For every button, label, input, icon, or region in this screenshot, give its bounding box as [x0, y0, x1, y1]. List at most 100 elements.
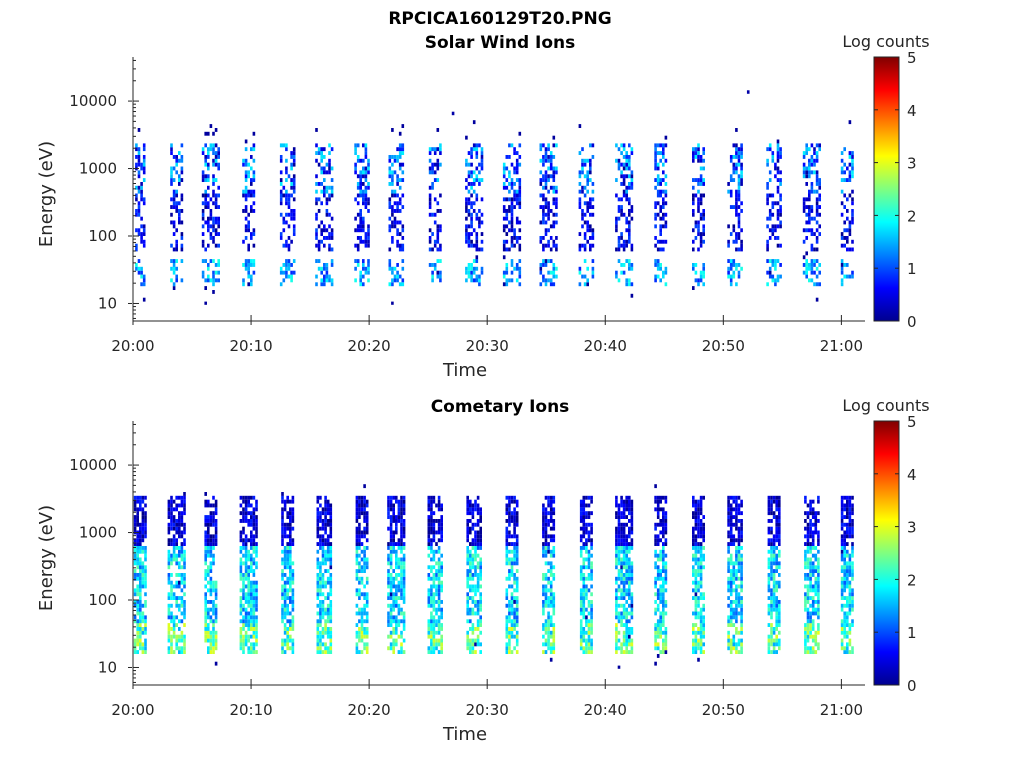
heatmap-cell: [170, 542, 173, 546]
heatmap-cell: [170, 259, 173, 263]
heatmap-cell: [585, 538, 588, 543]
heatmap-cell: [771, 201, 775, 206]
heatmap-cell: [247, 243, 250, 248]
heatmap-cell: [840, 170, 844, 175]
heatmap-cell: [815, 151, 819, 155]
heatmap-cell: [590, 615, 593, 620]
heatmap-cell: [615, 274, 618, 279]
heatmap-cell: [549, 588, 553, 593]
heatmap-cell: [319, 573, 322, 577]
heatmap-cell: [217, 147, 220, 152]
heatmap-cell: [472, 266, 476, 271]
heatmap-cell: [321, 634, 325, 639]
heatmap-cell: [326, 499, 330, 504]
heatmap-cell: [141, 538, 145, 543]
heatmap-cell: [285, 178, 288, 182]
heatmap-cell: [207, 650, 210, 654]
heatmap-cell: [654, 607, 657, 612]
heatmap-cell: [544, 592, 548, 597]
heatmap-cell: [587, 530, 591, 535]
heatmap-cell: [654, 634, 657, 639]
heatmap-cell: [242, 526, 245, 531]
heatmap-cell: [283, 623, 287, 627]
heatmap-cell: [175, 580, 178, 585]
heatmap-cell: [737, 511, 741, 516]
heatmap-cell: [172, 193, 176, 198]
heatmap-cell: [180, 209, 184, 213]
heatmap-cell: [392, 638, 395, 643]
heatmap-cell: [172, 178, 176, 182]
heatmap-cell: [281, 534, 284, 539]
heatmap-cell: [625, 627, 628, 631]
heatmap-cell: [180, 178, 184, 182]
heatmap-cell: [365, 522, 369, 527]
heatmap-cell: [135, 212, 138, 217]
heatmap-cell: [544, 576, 548, 581]
heatmap-cell: [620, 549, 623, 554]
heatmap-cell: [214, 278, 218, 283]
heatmap-cell: [579, 546, 583, 550]
heatmap-cell: [167, 592, 171, 597]
heatmap-cell: [283, 499, 287, 504]
heatmap-cell: [178, 212, 181, 217]
heatmap-cell: [255, 615, 258, 620]
heatmap-cell: [286, 565, 289, 570]
heatmap-cell: [136, 607, 139, 612]
heatmap-cell: [702, 634, 705, 639]
heatmap-cell: [510, 592, 514, 597]
heatmap-cell: [144, 557, 147, 562]
heatmap-cell: [615, 557, 618, 562]
heatmap-cell: [699, 174, 703, 179]
heatmap-cell: [615, 630, 618, 635]
heatmap-cell: [510, 565, 514, 570]
heatmap-cell: [328, 143, 331, 148]
heatmap-cell: [204, 619, 207, 624]
heatmap-cell: [470, 182, 473, 186]
heatmap-cell: [359, 209, 362, 213]
heatmap-cell: [252, 170, 256, 175]
heatmap-cell: [279, 178, 283, 182]
heatmap-cell: [291, 619, 295, 624]
heatmap-cell: [316, 565, 320, 570]
heatmap-cell: [326, 615, 330, 620]
heatmap-cell: [204, 205, 207, 209]
heatmap-cell: [471, 638, 475, 643]
heatmap-cell: [692, 642, 695, 647]
heatmap-cell: [544, 205, 548, 209]
heatmap-cell: [281, 511, 284, 516]
heatmap-cell: [255, 619, 258, 624]
heatmap-cell: [697, 588, 700, 593]
heatmap-cell: [214, 143, 218, 148]
heatmap-cell: [508, 511, 511, 516]
heatmap-cell: [217, 155, 220, 159]
heatmap-cell: [625, 174, 628, 179]
heatmap-cell: [365, 592, 369, 597]
heatmap-cell: [432, 650, 436, 654]
heatmap-cell: [620, 592, 623, 597]
heatmap-cell: [547, 596, 550, 600]
heatmap-cell: [244, 507, 248, 512]
heatmap-cell: [175, 278, 178, 283]
heatmap-cell: [544, 507, 548, 512]
heatmap-cell: [805, 270, 808, 275]
heatmap-cell: [465, 216, 468, 221]
heatmap-cell: [320, 239, 323, 244]
heatmap-cell: [396, 232, 399, 236]
heatmap-cell: [813, 216, 816, 221]
heatmap-cell: [697, 542, 700, 546]
heatmap-cell: [659, 507, 662, 512]
heatmap-cell: [549, 534, 553, 539]
heatmap-cell: [137, 201, 141, 206]
heatmap-cell: [518, 243, 522, 248]
heatmap-cell: [510, 224, 514, 229]
heatmap-cell: [508, 615, 511, 620]
heatmap-cell: [395, 565, 398, 570]
heatmap-cell: [729, 503, 733, 508]
heatmap-cell: [317, 224, 321, 229]
heatmap-cell: [656, 507, 660, 512]
heatmap-cell: [427, 650, 431, 654]
heatmap-cell: [656, 630, 660, 635]
heatmap-cell: [582, 615, 586, 620]
heatmap-cell: [324, 526, 327, 531]
heatmap-cell: [209, 212, 213, 217]
